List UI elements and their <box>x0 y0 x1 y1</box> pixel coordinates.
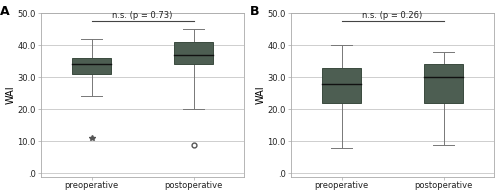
Bar <box>174 42 213 64</box>
Bar <box>424 64 463 103</box>
Text: A: A <box>0 5 10 18</box>
Text: n.s. (p = 0.73): n.s. (p = 0.73) <box>112 11 173 20</box>
Bar <box>72 58 111 74</box>
Y-axis label: WAI: WAI <box>256 85 266 104</box>
Bar <box>322 68 361 103</box>
Text: B: B <box>250 5 260 18</box>
Y-axis label: WAI: WAI <box>6 85 16 104</box>
Text: n.s. (p = 0.26): n.s. (p = 0.26) <box>362 11 422 20</box>
